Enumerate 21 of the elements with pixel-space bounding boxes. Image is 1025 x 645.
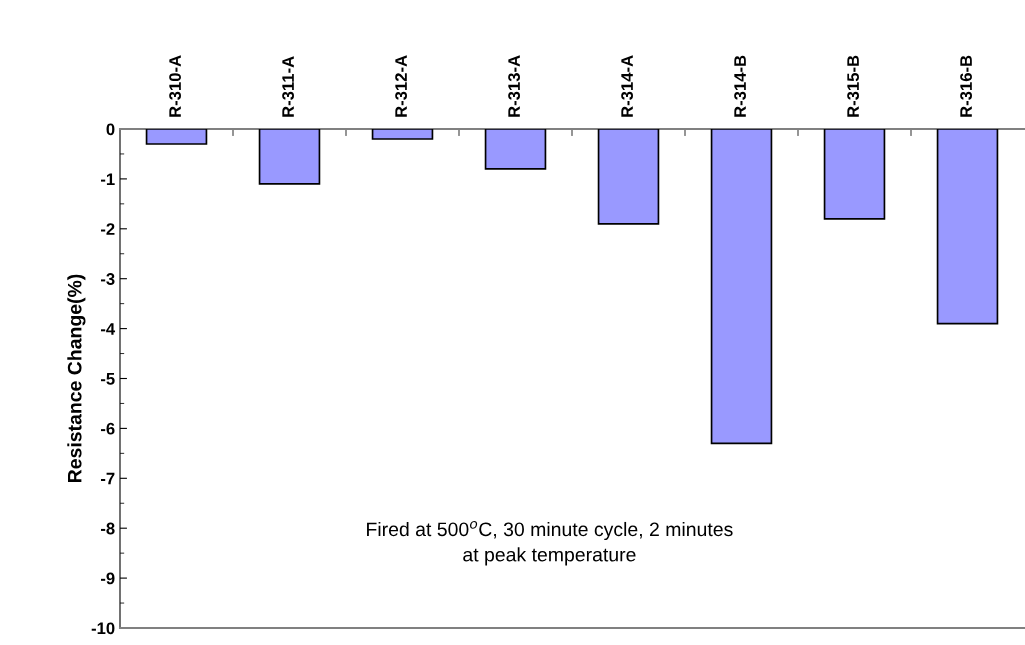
x-tick-label: R-314-A: [621, 55, 633, 117]
y-tick-label: -4: [100, 323, 116, 335]
y-tick-label: -2: [100, 223, 115, 235]
x-tick-label: R-314-B: [734, 55, 746, 117]
y-tick-label: -3: [100, 273, 115, 285]
y-axis-title: Resistance Change(%): [67, 274, 86, 483]
x-tick-label: R-313-A: [508, 55, 520, 117]
y-tick-label: -7: [100, 472, 115, 485]
x-tick-label: R-311-A: [282, 56, 294, 117]
y-tick-label: -8: [100, 522, 115, 535]
y-tick-label: -6: [100, 422, 115, 435]
y-tick-label: -5: [100, 373, 115, 385]
y-tick-label: -10: [91, 622, 115, 635]
x-tick-label: R-315-B: [847, 55, 859, 117]
y-tick-label: -9: [100, 572, 115, 585]
x-tick-label: R-312-A: [395, 55, 407, 117]
y-tick-label: -1: [100, 173, 115, 185]
x-tick-label: R-316-B: [960, 55, 972, 117]
y-tick-label: 0: [106, 123, 115, 136]
annotation: Fired at 500$^{o}$C, 30 minute cycle, 2 minutes at peak temperature: [367, 520, 733, 566]
x-tick-label: R-310-A: [169, 55, 181, 117]
